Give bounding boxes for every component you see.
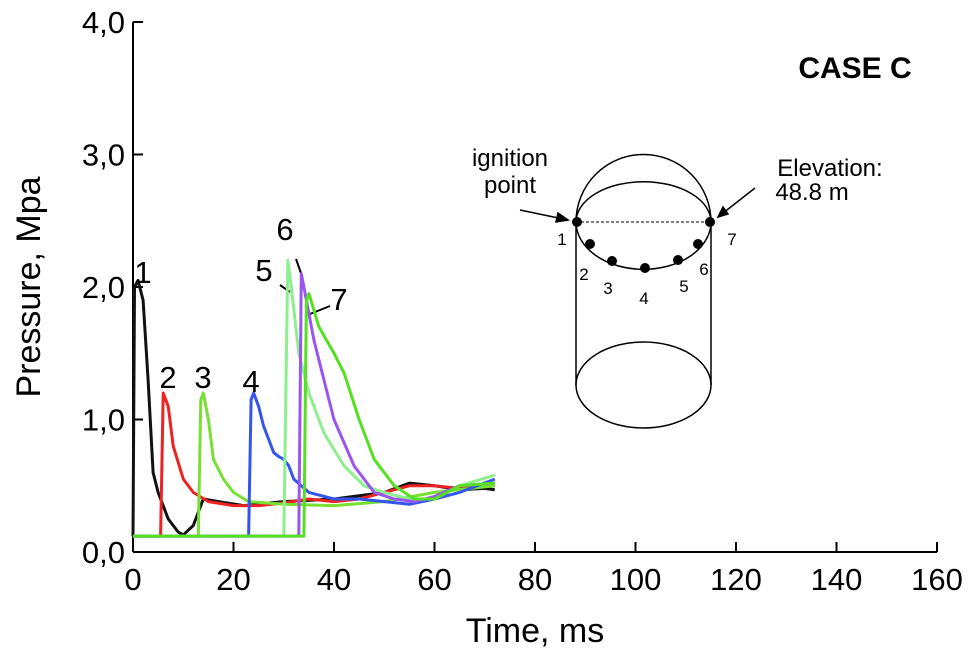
sensor-dot — [607, 256, 617, 266]
x-axis-title: Time, ms — [466, 612, 605, 648]
arrow-head — [555, 211, 570, 223]
series-label: 4 — [242, 364, 259, 399]
sensor-dot — [572, 217, 582, 227]
cylinder-top-back — [575, 153, 712, 223]
sensor-arc — [575, 221, 712, 271]
elevation-label: Elevation: — [777, 155, 882, 182]
inset-diagram — [279, 153, 756, 429]
series-label: 5 — [255, 253, 272, 288]
arrow-head — [716, 205, 730, 219]
y-tick-label: 2,0 — [82, 270, 125, 305]
sensor-dot — [693, 239, 703, 249]
series-label: 6 — [276, 212, 293, 247]
series-label: 7 — [330, 282, 347, 317]
series-line — [133, 391, 496, 538]
x-tick-label: 160 — [911, 562, 963, 597]
x-tick-label: 60 — [417, 562, 451, 597]
y-tick-label: 1,0 — [82, 403, 125, 438]
sensor-label: 3 — [603, 279, 612, 298]
sensor-points — [572, 217, 715, 273]
sensor-dot — [673, 255, 683, 265]
x-tick-label: 140 — [811, 562, 863, 597]
x-tick-label: 100 — [610, 562, 662, 597]
x-tick-label: 40 — [317, 562, 351, 597]
y-tick-label: 4,0 — [82, 5, 125, 40]
x-tick-label: 120 — [710, 562, 762, 597]
series-line — [133, 391, 495, 538]
x-tick-label: 20 — [216, 562, 250, 597]
y-axis-title: Pressure, Mpa — [10, 176, 48, 397]
series-label: 2 — [159, 360, 176, 395]
series-label: 3 — [194, 360, 211, 395]
ignition-label: ignition — [472, 145, 548, 172]
elevation-label: 48.8 m — [775, 179, 848, 206]
y-tick-label: 3,0 — [82, 138, 125, 173]
sensor-label: 4 — [639, 289, 648, 308]
series-line — [133, 292, 495, 538]
sensor-label: 5 — [679, 277, 688, 296]
series-label: 1 — [134, 255, 151, 290]
sensor-label: 6 — [699, 260, 708, 279]
sensor-dot — [640, 263, 650, 273]
sensor-label: 1 — [557, 230, 566, 249]
series-line — [133, 391, 495, 538]
sensor-label: 7 — [727, 230, 736, 249]
sensor-dot — [705, 217, 715, 227]
cylinder-top-front — [575, 181, 712, 223]
x-tick-label: 0 — [124, 562, 141, 597]
sensor-label: 2 — [579, 265, 588, 284]
series-line — [133, 272, 495, 538]
y-tick-label: 0,0 — [82, 535, 125, 570]
cylinder-bottom — [575, 341, 712, 429]
chart-title: CASE C — [798, 52, 911, 85]
ignition-label: point — [484, 172, 536, 199]
sensor-dot — [585, 239, 595, 249]
x-tick-label: 80 — [518, 562, 552, 597]
